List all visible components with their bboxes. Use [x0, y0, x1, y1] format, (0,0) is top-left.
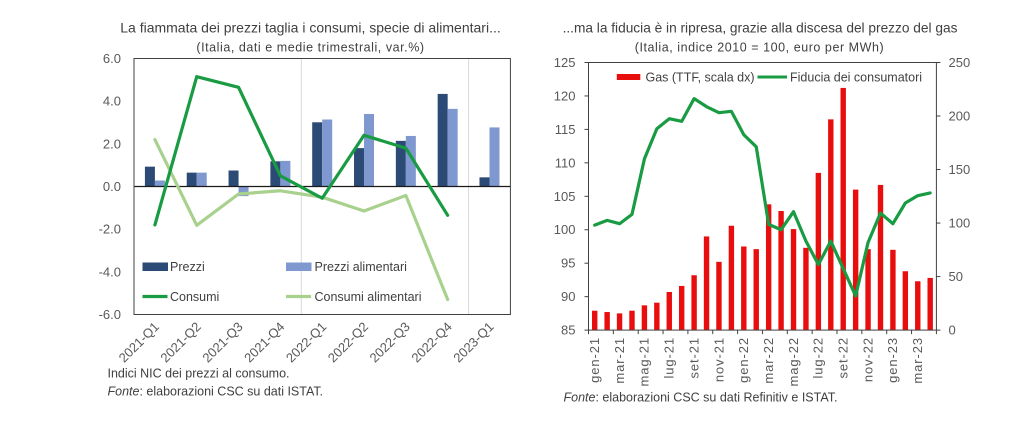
svg-text:0: 0	[949, 323, 956, 338]
svg-text:Fonte: elaborazioni CSC su dat: Fonte: elaborazioni CSC su dati Refiniti…	[564, 391, 838, 405]
svg-text:(Italia, indice 2010 = 100, eu: (Italia, indice 2010 = 100, euro per MWh…	[635, 41, 884, 55]
svg-text:105: 105	[554, 189, 576, 204]
svg-text:Consumi: Consumi	[170, 290, 219, 304]
svg-text:Prezzi: Prezzi	[170, 260, 205, 274]
svg-text:...ma la fiducia è in ripresa,: ...ma la fiducia è in ripresa, grazie al…	[563, 21, 958, 36]
svg-text:mag-21: mag-21	[637, 337, 652, 386]
svg-text:120: 120	[554, 89, 576, 104]
svg-text:-2.0: -2.0	[99, 222, 121, 237]
svg-text:4.0: 4.0	[103, 94, 121, 109]
svg-text:gen-23: gen-23	[885, 337, 900, 383]
svg-text:115: 115	[555, 122, 576, 137]
svg-text:100: 100	[949, 216, 971, 231]
svg-text:set-21: set-21	[686, 337, 701, 379]
svg-text:2.0: 2.0	[103, 136, 121, 151]
svg-text:50: 50	[949, 269, 963, 284]
svg-text:Fiducia dei consumatori: Fiducia dei consumatori	[790, 71, 922, 85]
svg-text:nov-22: nov-22	[860, 337, 875, 382]
svg-text:nov-21: nov-21	[711, 337, 726, 382]
svg-text:90: 90	[561, 289, 575, 304]
svg-text:gen-22: gen-22	[736, 337, 751, 383]
svg-text:mar-23: mar-23	[910, 337, 925, 384]
svg-text:-6.0: -6.0	[99, 307, 121, 322]
svg-text:0.0: 0.0	[103, 179, 121, 194]
svg-text:-4.0: -4.0	[99, 264, 121, 279]
svg-text:mar-22: mar-22	[761, 337, 776, 384]
svg-text:250: 250	[949, 55, 971, 70]
svg-text:110: 110	[555, 155, 576, 170]
svg-text:200: 200	[949, 109, 971, 124]
svg-text:mag-22: mag-22	[786, 337, 801, 386]
svg-text:lug-21: lug-21	[662, 337, 677, 379]
svg-text:100: 100	[554, 222, 576, 237]
svg-text:6.0: 6.0	[103, 51, 121, 66]
svg-text:150: 150	[949, 162, 971, 177]
svg-text:Prezzi alimentari: Prezzi alimentari	[315, 260, 407, 274]
svg-text:La fiammata dei prezzi taglia: La fiammata dei prezzi taglia i consumi,…	[120, 20, 501, 36]
svg-text:(Italia, dati e medie trimestr: (Italia, dati e medie trimestrali, var.%…	[196, 41, 424, 55]
svg-text:gen-21: gen-21	[587, 337, 602, 383]
svg-text:125: 125	[554, 55, 576, 70]
svg-text:85: 85	[561, 323, 575, 338]
svg-text:lug-22: lug-22	[811, 337, 826, 379]
svg-text:Gas (TTF, scala dx): Gas (TTF, scala dx)	[646, 71, 755, 85]
svg-text:mar-21: mar-21	[612, 337, 627, 384]
svg-text:95: 95	[561, 256, 575, 271]
svg-text:Fonte: elaborazioni CSC su dat: Fonte: elaborazioni CSC su dati ISTAT.	[108, 385, 324, 399]
svg-text:set-22: set-22	[836, 337, 851, 379]
svg-text:Indici NIC dei prezzi al consu: Indici NIC dei prezzi al consumo.	[108, 367, 290, 381]
svg-text:Consumi alimentari: Consumi alimentari	[315, 290, 422, 304]
